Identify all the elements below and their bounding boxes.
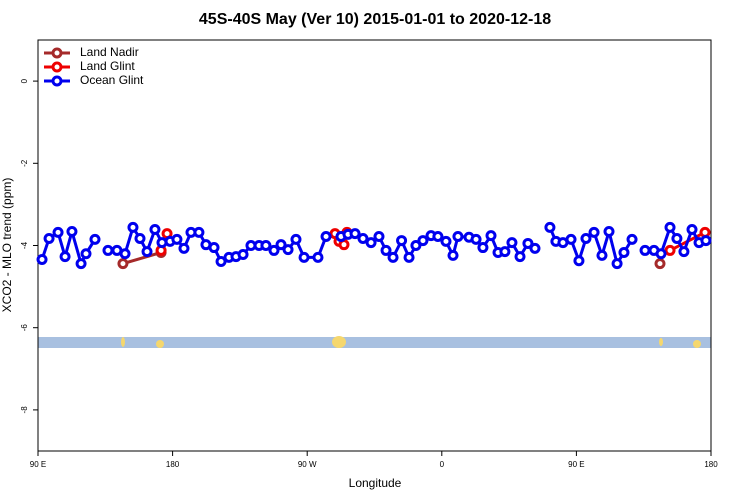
data-point — [580, 233, 592, 245]
land-patch — [156, 340, 164, 348]
data-point — [275, 239, 287, 251]
data-point — [432, 230, 444, 242]
data-point — [134, 233, 146, 245]
data-point — [171, 233, 183, 245]
data-point — [312, 251, 324, 263]
data-point — [477, 242, 489, 254]
data-point — [396, 235, 408, 247]
x-tick-label: 90 W — [298, 460, 317, 469]
y-tick-label: -8 — [20, 406, 29, 414]
data-point — [678, 246, 690, 258]
data-point — [522, 237, 534, 249]
data-point — [237, 249, 249, 261]
data-point — [298, 251, 310, 263]
data-point — [117, 258, 129, 270]
legend-swatch-marker — [51, 75, 63, 87]
chart-title: 45S-40S May (Ver 10) 2015-01-01 to 2020-… — [199, 11, 551, 28]
data-point — [417, 235, 429, 247]
data-point — [215, 256, 227, 268]
data-point — [596, 249, 608, 261]
land-patch — [659, 338, 663, 346]
x-axis-label: Longitude — [349, 476, 402, 490]
data-point — [671, 233, 683, 245]
land-patch — [121, 337, 125, 347]
data-point — [485, 230, 497, 242]
data-point — [59, 251, 71, 263]
y-axis-label: XCO2 - MLO trend (ppm) — [0, 178, 14, 313]
data-point — [618, 246, 630, 258]
data-point — [387, 251, 399, 263]
data-point — [440, 235, 452, 247]
data-point — [260, 240, 272, 251]
y-tick-label: -4 — [20, 241, 29, 249]
data-point — [588, 226, 600, 238]
data-point — [664, 221, 676, 233]
data-point — [66, 226, 78, 238]
x-tick-label: 90 E — [568, 460, 584, 469]
data-point — [611, 258, 623, 270]
data-point — [529, 242, 541, 254]
data-point — [52, 226, 64, 238]
data-point — [373, 230, 385, 242]
data-point — [178, 242, 190, 254]
series-line — [40, 225, 707, 266]
data-point — [514, 251, 526, 263]
legend-swatch-marker — [51, 47, 63, 59]
data-point — [89, 233, 101, 245]
data-point — [655, 248, 667, 260]
data-point — [452, 230, 464, 242]
legend-label: Ocean Glint — [80, 73, 144, 87]
data-point — [639, 244, 651, 256]
data-point — [403, 251, 415, 263]
land-mask — [38, 336, 711, 348]
y-tick-label: -2 — [20, 159, 29, 167]
data-point — [127, 221, 139, 233]
x-tick-label: 180 — [704, 460, 718, 469]
data-point — [290, 233, 302, 245]
data-point — [349, 228, 361, 240]
data-point — [208, 242, 220, 254]
data-point — [193, 226, 205, 238]
data-point — [603, 226, 615, 238]
data-point — [410, 240, 422, 251]
data-point — [102, 244, 114, 256]
land-patch — [332, 336, 346, 348]
data-point — [506, 237, 518, 249]
data-point — [380, 244, 392, 256]
data-point — [43, 233, 55, 245]
y-tick-label: 0 — [20, 78, 29, 83]
land-patch — [693, 340, 701, 348]
data-point — [320, 230, 332, 242]
data-point — [141, 246, 153, 258]
data-point — [664, 244, 676, 256]
legend-label: Land Glint — [80, 59, 135, 73]
data-point — [36, 253, 48, 265]
data-point — [573, 255, 585, 267]
data-point — [282, 244, 294, 256]
ocean-band — [38, 337, 711, 348]
data-point — [75, 258, 87, 270]
x-tick-label: 90 E — [30, 460, 46, 469]
data-point — [357, 233, 369, 245]
data-point — [80, 248, 92, 260]
data-point — [686, 223, 698, 235]
data-point — [654, 258, 666, 270]
legend-label: Land Nadir — [80, 45, 139, 59]
data-point — [700, 235, 712, 247]
data-point — [365, 237, 377, 249]
data-point — [565, 233, 577, 245]
y-tick-label: -6 — [20, 324, 29, 332]
data-point — [268, 244, 280, 256]
data-point — [119, 248, 131, 260]
data-point — [499, 246, 511, 258]
data-point — [544, 221, 556, 233]
data-point — [149, 223, 161, 235]
x-tick-label: 180 — [166, 460, 180, 469]
data-point — [470, 233, 482, 245]
x-tick-label: 0 — [440, 460, 445, 469]
data-point — [626, 233, 638, 245]
data-point — [447, 249, 459, 261]
legend-swatch-marker — [51, 61, 63, 73]
